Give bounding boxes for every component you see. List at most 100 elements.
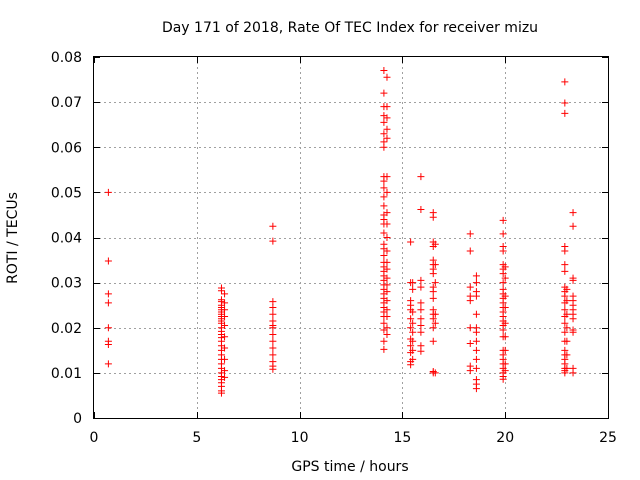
data-point: [472, 292, 480, 300]
y-axis-tick-labels: 0 0.01 0.02 0.03 0.04 0.05 0.06 0.07 0.08: [51, 50, 82, 427]
data-point: [217, 389, 225, 397]
y-tick-label: 0: [73, 411, 82, 427]
data-point: [383, 103, 391, 111]
data-point: [499, 279, 507, 287]
data-point: [383, 324, 391, 332]
data-point: [569, 209, 577, 217]
x-tick-label: 20: [496, 430, 514, 446]
data-point: [269, 351, 277, 359]
data-point: [383, 312, 391, 320]
data-point: [499, 270, 507, 278]
axis-ticks: [94, 57, 609, 419]
data-point: [499, 375, 507, 383]
data-point: [501, 263, 509, 271]
data-point: [380, 319, 388, 327]
data-point: [383, 220, 391, 228]
data-point: [466, 367, 474, 375]
data-point: [431, 369, 439, 377]
data-points: [104, 67, 577, 397]
data-point: [380, 184, 388, 192]
data-point: [380, 130, 388, 138]
x-tick-label: 5: [192, 430, 201, 446]
data-point: [431, 319, 439, 327]
data-point: [466, 340, 474, 348]
data-point: [563, 285, 571, 293]
data-point: [380, 143, 388, 151]
data-point: [380, 118, 388, 126]
data-point: [269, 237, 277, 245]
data-point: [417, 306, 425, 314]
data-point: [501, 292, 509, 300]
data-point: [383, 297, 391, 305]
data-point: [561, 319, 569, 327]
data-point: [501, 367, 509, 375]
data-point: [221, 321, 229, 329]
data-point: [429, 288, 437, 296]
data-point: [269, 303, 277, 311]
data-point: [569, 315, 577, 323]
data-point: [563, 310, 571, 318]
data-point: [466, 247, 474, 255]
data-point: [380, 337, 388, 345]
data-point: [104, 324, 112, 332]
data-point: [472, 337, 480, 345]
data-point: [417, 321, 425, 329]
data-point: [269, 310, 277, 318]
data-point: [383, 73, 391, 81]
data-point: [104, 290, 112, 298]
plot-frame: [93, 56, 609, 419]
data-point: [466, 297, 474, 305]
data-point: [269, 344, 277, 352]
data-point: [501, 346, 509, 354]
data-point: [380, 193, 388, 201]
data-point: [383, 125, 391, 133]
x-tick-label: 15: [393, 430, 411, 446]
data-point: [407, 324, 415, 332]
data-point: [563, 297, 571, 305]
data-point: [472, 272, 480, 280]
data-point: [417, 328, 425, 336]
data-point: [417, 173, 425, 181]
y-tick-label: 0.01: [51, 366, 82, 382]
data-point: [569, 276, 577, 284]
chart-title: Day 171 of 2018, Rate Of TEC Index for r…: [162, 20, 538, 36]
y-tick-label: 0.03: [51, 276, 82, 292]
data-point: [407, 238, 415, 246]
data-point: [383, 114, 391, 122]
data-point: [569, 369, 577, 377]
data-point: [501, 303, 509, 311]
y-tick-label: 0.07: [51, 95, 82, 111]
data-point: [104, 360, 112, 368]
data-point: [561, 99, 569, 107]
data-point: [380, 229, 388, 237]
data-point: [499, 247, 507, 255]
data-point: [417, 299, 425, 307]
data-point: [407, 361, 415, 369]
x-axis-tick-labels: 0 5 10 15 20 25: [90, 430, 617, 446]
data-point: [569, 328, 577, 336]
data-point: [472, 385, 480, 393]
data-point: [221, 367, 229, 375]
data-point: [269, 222, 277, 230]
data-point: [380, 252, 388, 260]
data-point: [407, 342, 415, 350]
data-point: [409, 279, 417, 287]
data-point: [429, 315, 437, 323]
data-point: [383, 331, 391, 339]
data-point: [104, 299, 112, 307]
data-point: [472, 328, 480, 336]
data-point: [221, 306, 229, 314]
data-point: [561, 267, 569, 275]
data-point: [561, 247, 569, 255]
data-point: [501, 333, 509, 341]
data-point: [561, 109, 569, 117]
data-point: [269, 331, 277, 339]
data-point: [501, 360, 509, 368]
y-tick-label: 0.06: [51, 140, 82, 156]
y-tick-label: 0.08: [51, 50, 82, 66]
data-point: [569, 222, 577, 230]
data-point: [409, 337, 417, 345]
data-point: [409, 346, 417, 354]
data-point: [409, 308, 417, 316]
